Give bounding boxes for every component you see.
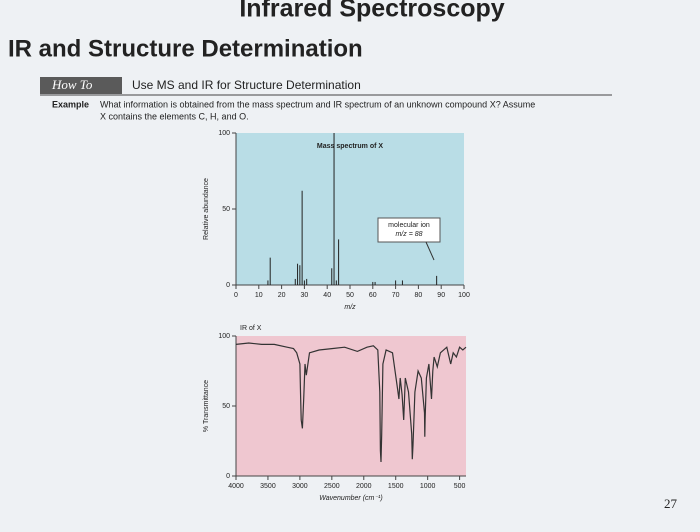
x-tick-label: 2000	[356, 483, 372, 490]
bar	[333, 133, 335, 285]
bar	[294, 278, 296, 285]
x-tick-label: 500	[454, 483, 466, 490]
bar	[269, 257, 271, 285]
x-tick-label: 20	[278, 292, 286, 299]
ir-curve	[235, 342, 467, 463]
x-tick-label: 0	[234, 292, 238, 299]
x-tick-label: 80	[415, 292, 423, 299]
x-tick-label: 2500	[324, 483, 340, 490]
y-tick-label: 100	[218, 130, 230, 137]
bar	[335, 280, 337, 285]
annotation-arrow	[425, 241, 435, 261]
x-tick-label: 3000	[292, 483, 308, 490]
x-axis-label: Wavenumber (cm⁻¹)	[319, 495, 382, 502]
bar	[306, 278, 308, 285]
x-tick-label: 70	[392, 292, 400, 299]
bar	[436, 275, 438, 285]
bar	[372, 281, 374, 285]
example-text: X contains the elements C, H, and O.	[100, 111, 249, 121]
y-axis-label: % Transmittance	[203, 380, 210, 432]
chart-title: IR of X	[240, 325, 262, 332]
bar	[395, 280, 397, 285]
x-tick-label: 1000	[420, 483, 436, 490]
plot-area	[236, 336, 466, 476]
y-axis-label: Relative abundance	[203, 178, 210, 240]
x-axis-label: m/z	[344, 304, 356, 311]
x-tick-label: 40	[323, 292, 331, 299]
y-tick-label: 100	[218, 333, 230, 340]
example-label: Example	[52, 99, 89, 109]
plot-area	[236, 133, 464, 285]
y-tick-label: 0	[226, 282, 230, 289]
slide-title: Infrared Spectroscopy	[239, 0, 504, 23]
page-number: 27	[664, 496, 678, 511]
example-text: What information is obtained from the ma…	[100, 99, 535, 109]
x-tick-label: 3500	[260, 483, 276, 490]
y-tick-label: 50	[222, 403, 230, 410]
y-tick-label: 0	[226, 473, 230, 480]
bar	[331, 268, 333, 285]
x-tick-label: 10	[255, 292, 263, 299]
x-tick-label: 100	[458, 292, 470, 299]
bar	[299, 265, 301, 285]
x-tick-label: 1500	[388, 483, 404, 490]
slide-subtitle: IR and Structure Determination	[8, 35, 363, 62]
howto-text: Use MS and IR for Structure Determinatio…	[132, 78, 361, 92]
bar	[374, 281, 376, 285]
bar	[301, 190, 303, 285]
chart-title: Mass spectrum of X	[317, 143, 383, 150]
bar	[303, 280, 305, 285]
x-tick-label: 90	[437, 292, 445, 299]
x-tick-label: 50	[346, 292, 354, 299]
annotation: m/z = 88	[395, 231, 422, 238]
bar	[338, 239, 340, 285]
x-tick-label: 30	[301, 292, 309, 299]
y-tick-label: 50	[222, 206, 230, 213]
howto-box	[40, 77, 122, 94]
annotation: molecular ion	[388, 222, 430, 229]
x-tick-label: 4000	[228, 483, 244, 490]
bar	[297, 263, 299, 285]
bar	[401, 280, 403, 285]
howto-label: How To	[51, 77, 93, 92]
annotation-box	[377, 217, 441, 243]
x-tick-label: 60	[369, 292, 377, 299]
bar	[267, 280, 269, 285]
